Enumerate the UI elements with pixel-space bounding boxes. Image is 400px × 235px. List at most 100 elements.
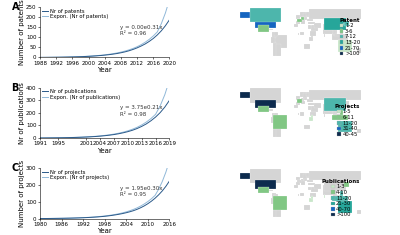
- FancyBboxPatch shape: [240, 92, 250, 98]
- FancyBboxPatch shape: [301, 179, 304, 181]
- FancyBboxPatch shape: [312, 187, 318, 192]
- FancyBboxPatch shape: [340, 110, 343, 115]
- FancyBboxPatch shape: [312, 106, 318, 112]
- FancyBboxPatch shape: [344, 182, 349, 187]
- FancyBboxPatch shape: [314, 23, 321, 28]
- FancyBboxPatch shape: [256, 19, 276, 28]
- FancyBboxPatch shape: [240, 12, 250, 18]
- FancyBboxPatch shape: [332, 29, 336, 35]
- FancyBboxPatch shape: [269, 109, 273, 110]
- FancyBboxPatch shape: [306, 173, 310, 177]
- FancyBboxPatch shape: [300, 112, 304, 116]
- FancyBboxPatch shape: [338, 121, 352, 132]
- FancyBboxPatch shape: [272, 204, 276, 217]
- FancyBboxPatch shape: [272, 123, 276, 137]
- FancyBboxPatch shape: [324, 195, 325, 198]
- FancyBboxPatch shape: [344, 21, 349, 26]
- FancyBboxPatch shape: [240, 12, 250, 18]
- FancyBboxPatch shape: [306, 99, 313, 102]
- X-axis label: Year: Year: [97, 228, 112, 234]
- FancyBboxPatch shape: [250, 8, 281, 22]
- FancyBboxPatch shape: [240, 92, 250, 98]
- FancyBboxPatch shape: [306, 180, 313, 182]
- FancyBboxPatch shape: [297, 180, 302, 183]
- Y-axis label: Number of patents: Number of patents: [19, 0, 25, 65]
- FancyBboxPatch shape: [309, 118, 313, 121]
- FancyBboxPatch shape: [294, 105, 298, 108]
- FancyBboxPatch shape: [304, 205, 310, 210]
- FancyBboxPatch shape: [340, 191, 343, 196]
- Y-axis label: Nr of publications: Nr of publications: [19, 82, 25, 144]
- FancyBboxPatch shape: [314, 184, 321, 189]
- FancyBboxPatch shape: [340, 110, 343, 115]
- FancyBboxPatch shape: [274, 205, 280, 217]
- FancyBboxPatch shape: [294, 185, 298, 188]
- FancyBboxPatch shape: [271, 198, 275, 204]
- Text: y = 1.95e0.30x
R² = 0.95: y = 1.95e0.30x R² = 0.95: [120, 186, 163, 197]
- Legend: Nr of projects, Expon. (Nr of projects): Nr of projects, Expon. (Nr of projects): [41, 169, 109, 181]
- FancyBboxPatch shape: [250, 88, 281, 102]
- FancyBboxPatch shape: [332, 110, 336, 115]
- FancyBboxPatch shape: [324, 195, 325, 198]
- FancyBboxPatch shape: [334, 29, 337, 34]
- FancyBboxPatch shape: [340, 30, 343, 35]
- FancyBboxPatch shape: [240, 12, 250, 18]
- FancyBboxPatch shape: [301, 98, 304, 101]
- FancyBboxPatch shape: [269, 29, 273, 30]
- FancyBboxPatch shape: [340, 191, 343, 196]
- FancyBboxPatch shape: [312, 25, 318, 31]
- FancyBboxPatch shape: [294, 24, 298, 27]
- FancyBboxPatch shape: [273, 196, 287, 210]
- FancyBboxPatch shape: [308, 183, 314, 185]
- FancyBboxPatch shape: [344, 182, 349, 187]
- FancyBboxPatch shape: [274, 113, 278, 117]
- FancyBboxPatch shape: [269, 190, 273, 191]
- FancyBboxPatch shape: [296, 15, 300, 19]
- FancyBboxPatch shape: [273, 35, 287, 48]
- FancyBboxPatch shape: [256, 100, 276, 109]
- FancyBboxPatch shape: [324, 98, 346, 111]
- FancyBboxPatch shape: [324, 34, 325, 37]
- FancyBboxPatch shape: [356, 210, 361, 214]
- FancyBboxPatch shape: [306, 19, 313, 21]
- FancyBboxPatch shape: [301, 17, 304, 20]
- Legend: 1-3, 4-10, 11-20, 21-30, 40-70, >100: 1-3, 4-10, 11-20, 21-30, 40-70, >100: [322, 178, 361, 218]
- FancyBboxPatch shape: [322, 185, 332, 195]
- FancyBboxPatch shape: [334, 195, 340, 197]
- FancyBboxPatch shape: [309, 198, 313, 202]
- FancyBboxPatch shape: [258, 106, 269, 112]
- FancyBboxPatch shape: [344, 101, 349, 106]
- FancyBboxPatch shape: [311, 196, 314, 200]
- FancyBboxPatch shape: [240, 92, 250, 98]
- FancyBboxPatch shape: [324, 18, 346, 30]
- FancyBboxPatch shape: [256, 180, 276, 189]
- Legend: Nr of patents, Expon. (Nr of patents): Nr of patents, Expon. (Nr of patents): [41, 8, 108, 20]
- FancyBboxPatch shape: [309, 37, 313, 41]
- FancyBboxPatch shape: [332, 196, 348, 201]
- FancyBboxPatch shape: [332, 35, 348, 40]
- FancyBboxPatch shape: [338, 121, 352, 132]
- FancyBboxPatch shape: [324, 18, 346, 30]
- FancyBboxPatch shape: [310, 192, 316, 197]
- FancyBboxPatch shape: [273, 196, 287, 210]
- FancyBboxPatch shape: [296, 102, 300, 105]
- FancyBboxPatch shape: [338, 40, 352, 52]
- X-axis label: Year: Year: [97, 67, 112, 73]
- FancyBboxPatch shape: [324, 114, 325, 118]
- FancyBboxPatch shape: [297, 19, 302, 22]
- FancyBboxPatch shape: [271, 117, 275, 123]
- FancyBboxPatch shape: [303, 13, 307, 17]
- FancyBboxPatch shape: [258, 106, 269, 112]
- FancyBboxPatch shape: [272, 113, 276, 118]
- FancyBboxPatch shape: [343, 184, 344, 186]
- FancyBboxPatch shape: [311, 35, 314, 38]
- FancyBboxPatch shape: [308, 102, 314, 105]
- FancyBboxPatch shape: [301, 17, 304, 20]
- FancyBboxPatch shape: [322, 104, 332, 114]
- FancyBboxPatch shape: [309, 9, 362, 19]
- FancyBboxPatch shape: [311, 25, 312, 27]
- FancyBboxPatch shape: [274, 194, 278, 197]
- FancyBboxPatch shape: [338, 40, 352, 52]
- Legend: 1-5, 6-11, 11-20, 31-40, 40-45: 1-5, 6-11, 11-20, 31-40, 40-45: [334, 103, 361, 137]
- FancyBboxPatch shape: [297, 19, 302, 22]
